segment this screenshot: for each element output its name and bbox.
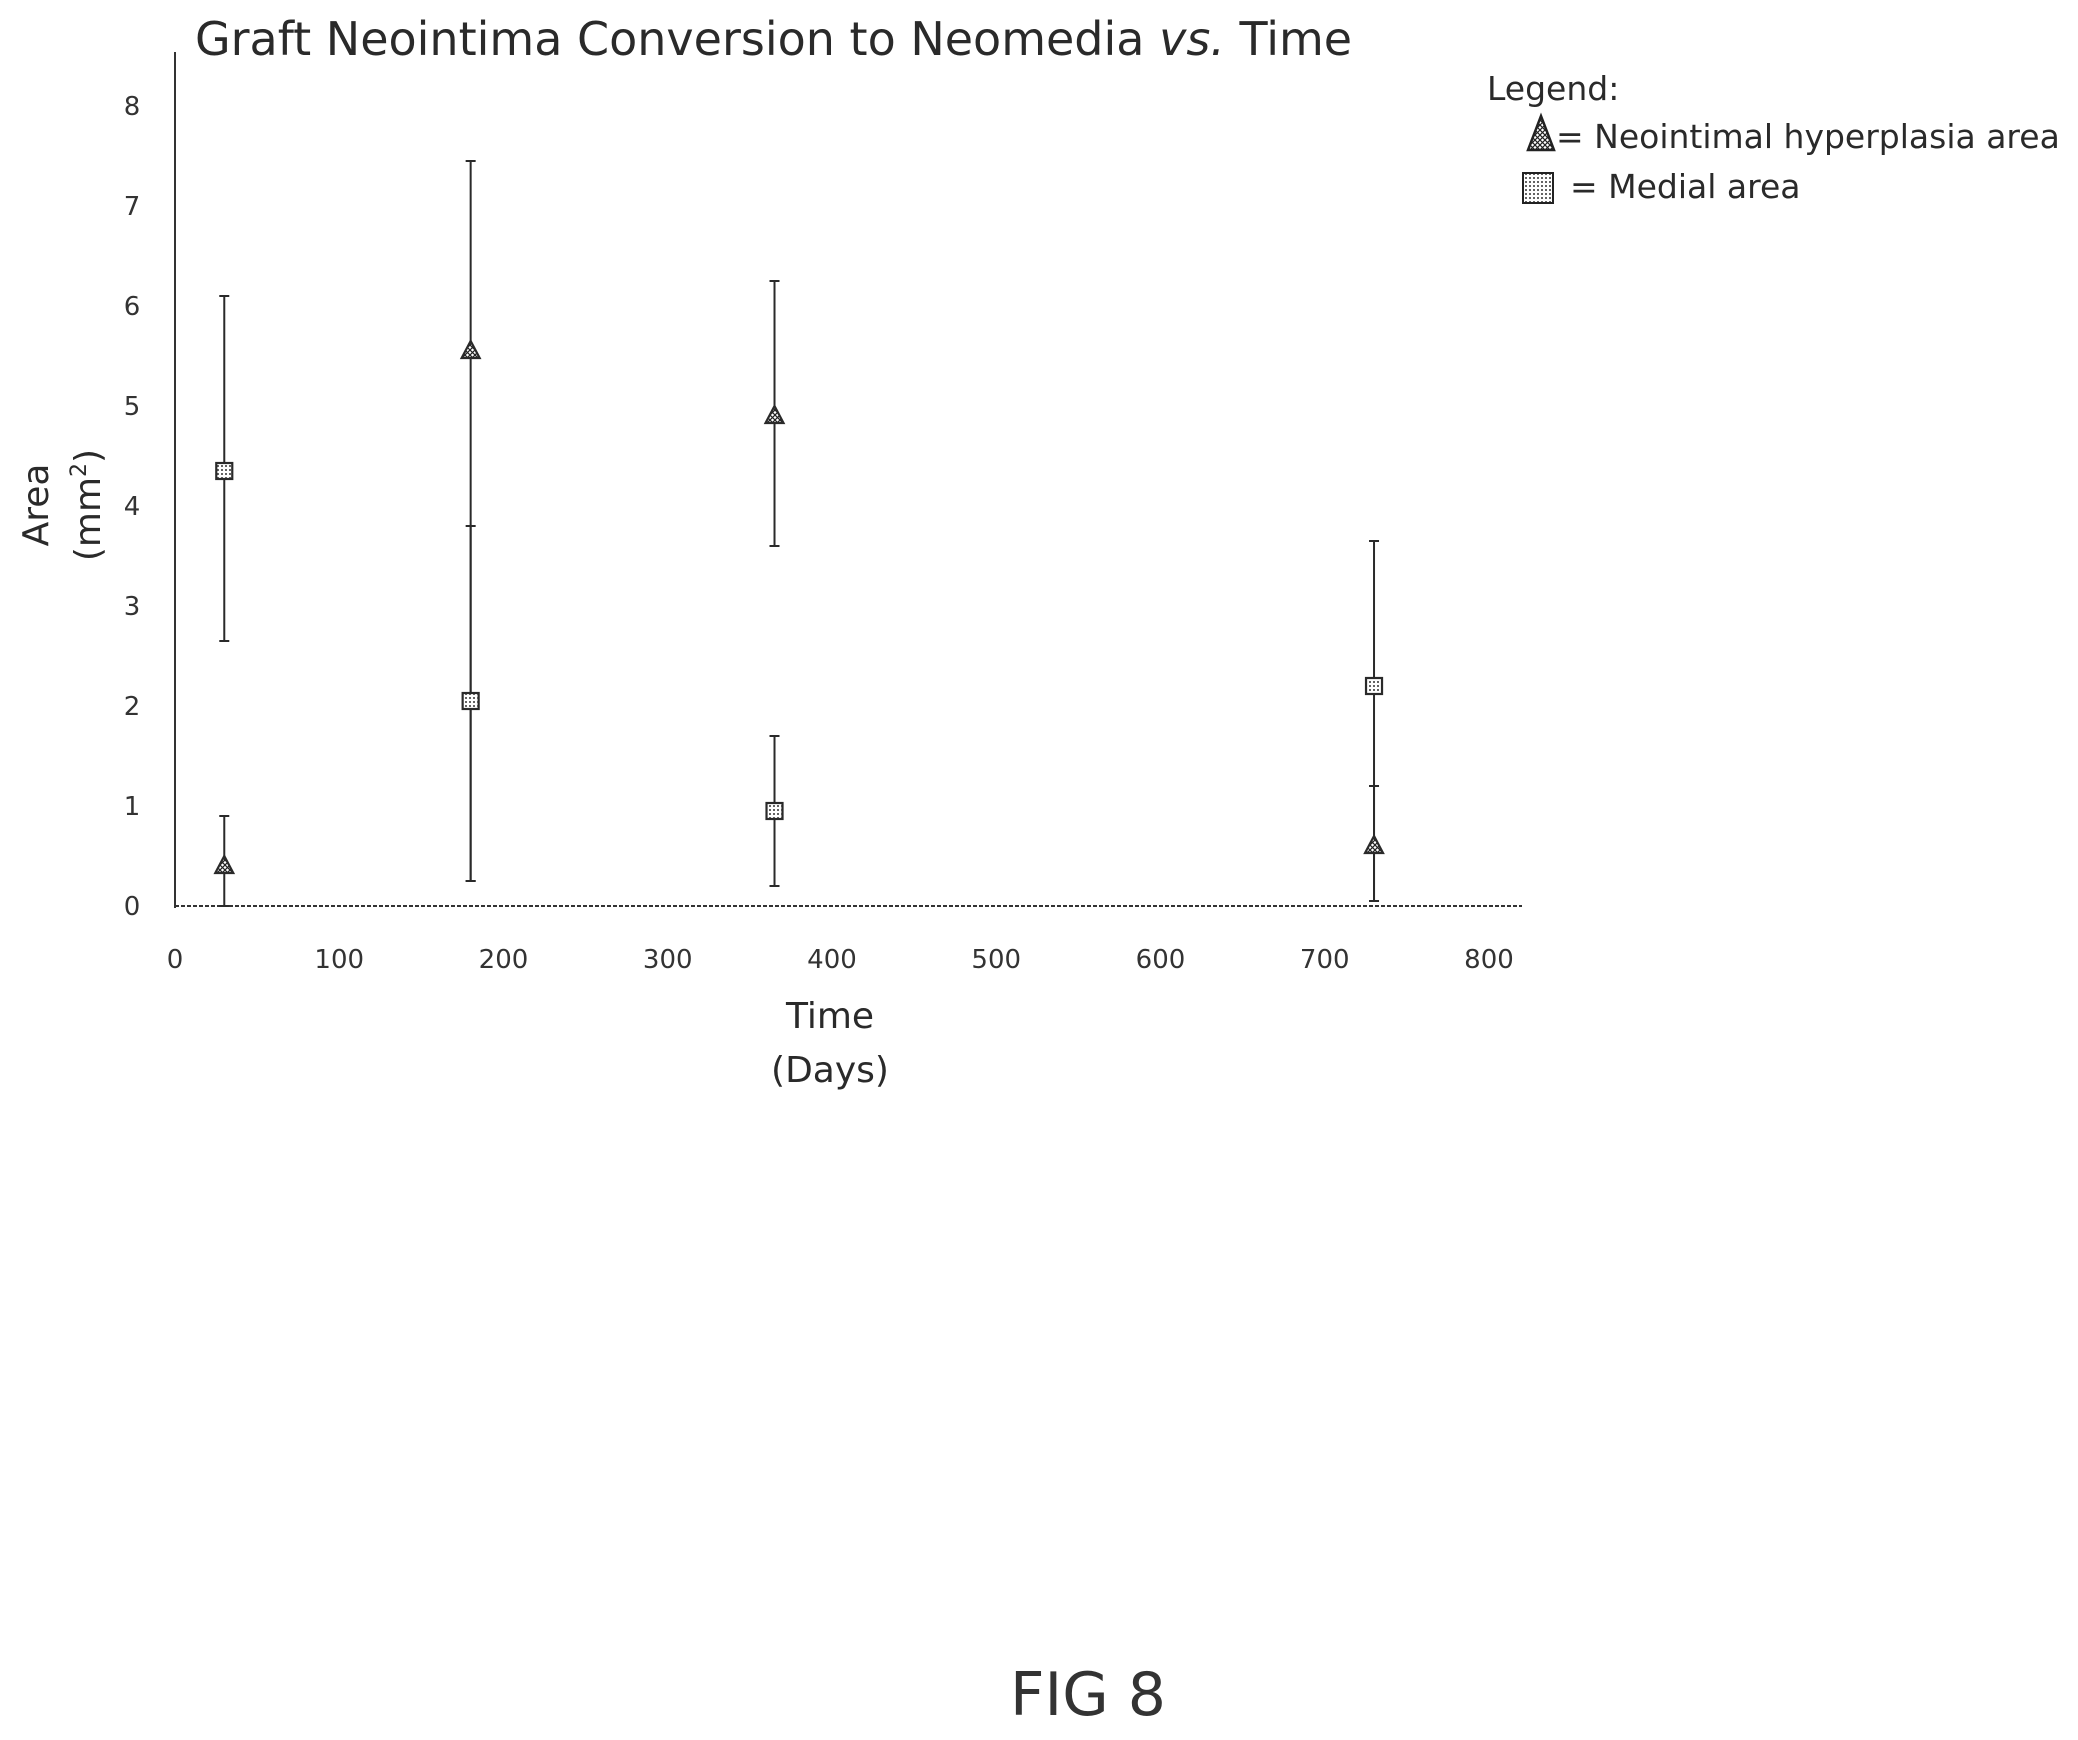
neointimal-point <box>763 403 786 425</box>
y-axis-label: Area <box>16 464 57 547</box>
x-tick-label: 500 <box>971 945 1021 975</box>
legend-square-icon <box>1522 172 1554 204</box>
y-axis-unit: (mm2) <box>67 449 109 561</box>
neointimal-point <box>213 853 236 875</box>
y-tick-labels: 0 1 2 3 4 5 6 7 8 <box>124 92 141 922</box>
medial-point <box>461 691 480 711</box>
x-axis-unit: (Days) <box>771 1050 889 1091</box>
y-tick-label: 0 <box>124 892 141 922</box>
x-tick-label: 200 <box>479 945 529 975</box>
figure-label: FIG 8 <box>1010 1660 1166 1730</box>
data-markers <box>213 338 1385 875</box>
legend-title: Legend: <box>1487 69 1619 108</box>
neointimal-point <box>1363 833 1385 855</box>
medial-point <box>1364 676 1384 696</box>
neointimal-point <box>459 338 482 360</box>
x-tick-label: 600 <box>1136 945 1186 975</box>
axes <box>174 52 1522 908</box>
x-tick-label: 400 <box>807 945 857 975</box>
y-tick-label: 7 <box>124 192 141 222</box>
y-axis-unit-group: (mm2) <box>67 449 109 561</box>
y-tick-label: 5 <box>124 392 141 422</box>
legend-entry-neointimal: = Neointimal hyperplasia area <box>1556 117 2060 156</box>
y-tick-label: 1 <box>124 792 141 822</box>
x-tick-label: 100 <box>314 945 364 975</box>
x-tick-label: 300 <box>643 945 693 975</box>
medial-point <box>765 801 784 821</box>
legend: Legend: = Neointimal hyperplasia area = … <box>1487 69 2060 206</box>
y-axis-label-group: Area <box>16 464 57 547</box>
x-tick-labels: 0 100 200 300 400 500 600 700 800 <box>167 945 1514 975</box>
y-tick-label: 6 <box>124 292 141 322</box>
x-tick-label: 0 <box>167 945 184 975</box>
legend-entry-medial: = Medial area <box>1570 167 1801 206</box>
y-tick-label: 4 <box>124 492 141 522</box>
x-axis-label: Time <box>785 996 874 1037</box>
medial-point <box>215 461 234 481</box>
y-tick-label: 8 <box>124 92 141 122</box>
chart-title: Graft Neointima Conversion to Neomedia v… <box>195 12 1352 66</box>
x-tick-label: 700 <box>1300 945 1350 975</box>
x-tick-label: 800 <box>1464 945 1514 975</box>
y-tick-label: 2 <box>124 692 141 722</box>
y-tick-label: 3 <box>124 592 141 622</box>
error-bars <box>219 160 1380 907</box>
legend-triangle-icon <box>1526 112 1556 152</box>
